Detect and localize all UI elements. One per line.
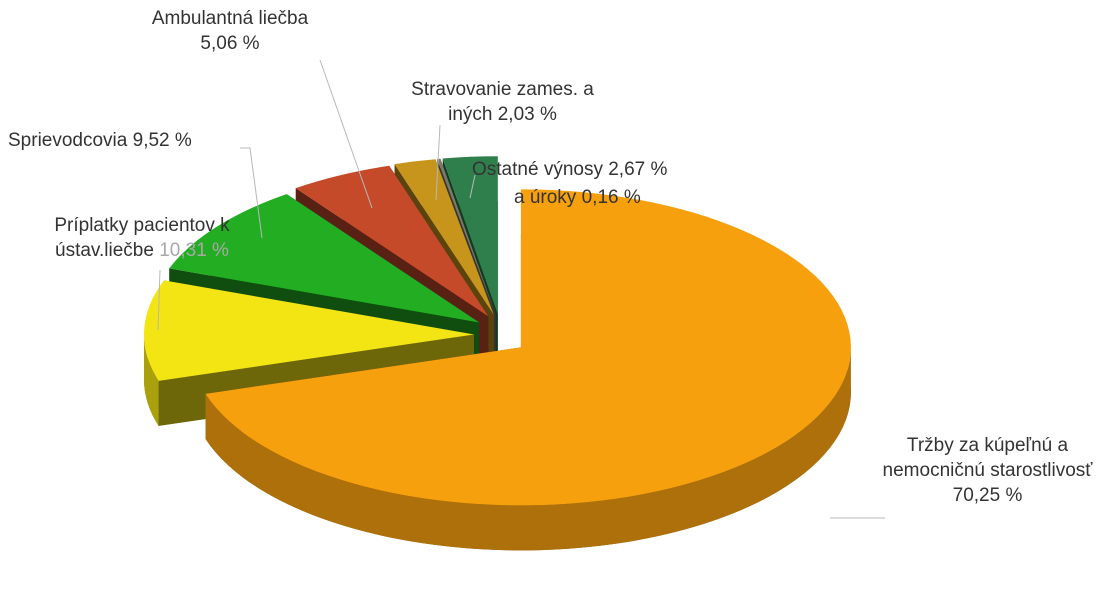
value-label: 2,03 % bbox=[497, 104, 557, 125]
slices bbox=[144, 156, 851, 551]
leader-line bbox=[240, 147, 263, 239]
leader-line bbox=[469, 174, 476, 199]
leader-line bbox=[319, 59, 373, 209]
slice bbox=[295, 165, 489, 317]
slice-label: Príplatky pacientov k ústav.liečbe 10,31… bbox=[22, 213, 262, 263]
slice-label: a úroky 0,16 % bbox=[514, 185, 641, 210]
value-label: 10,31 % bbox=[159, 240, 229, 261]
category-label: Tržby za kúpeľnú a nemocničnú starostliv… bbox=[882, 435, 1093, 481]
value-label: 9,52 % bbox=[132, 130, 192, 151]
slice-label: Ambulantná liečba 5,06 % bbox=[150, 6, 310, 56]
slice bbox=[442, 156, 498, 315]
slice bbox=[169, 194, 480, 323]
leader-line bbox=[435, 124, 441, 201]
slice-label: Ostatné výnosy 2,67 % bbox=[472, 157, 667, 182]
category-label: Sprievodcovia bbox=[8, 130, 128, 151]
slice-label: Sprievodcovia 9,52 % bbox=[8, 128, 192, 153]
slice-label: Stravovanie zames. a iných 2,03 % bbox=[390, 77, 615, 127]
category-label: Ambulantná liečba bbox=[151, 8, 309, 29]
category-label: a úroky bbox=[514, 187, 577, 208]
slice bbox=[144, 280, 475, 381]
value-label: 0,16 % bbox=[581, 187, 641, 208]
category-label: Ostatné výnosy bbox=[472, 159, 603, 180]
slice bbox=[437, 158, 496, 315]
slice-label: Tržby za kúpeľnú a nemocničnú starostliv… bbox=[880, 433, 1095, 508]
slice bbox=[394, 159, 494, 315]
category-label: Stravovanie zames. a iných bbox=[411, 79, 594, 125]
slice-wall bbox=[205, 347, 851, 551]
value-label: 70,25 % bbox=[952, 485, 1023, 506]
value-label: 5,06 % bbox=[200, 33, 260, 54]
leader-line bbox=[157, 269, 161, 331]
value-label: 2,67 % bbox=[608, 159, 668, 180]
slice bbox=[205, 189, 851, 506]
category-label: Príplatky pacientov k ústav.liečbe bbox=[54, 215, 230, 261]
slice-wall bbox=[144, 334, 159, 426]
